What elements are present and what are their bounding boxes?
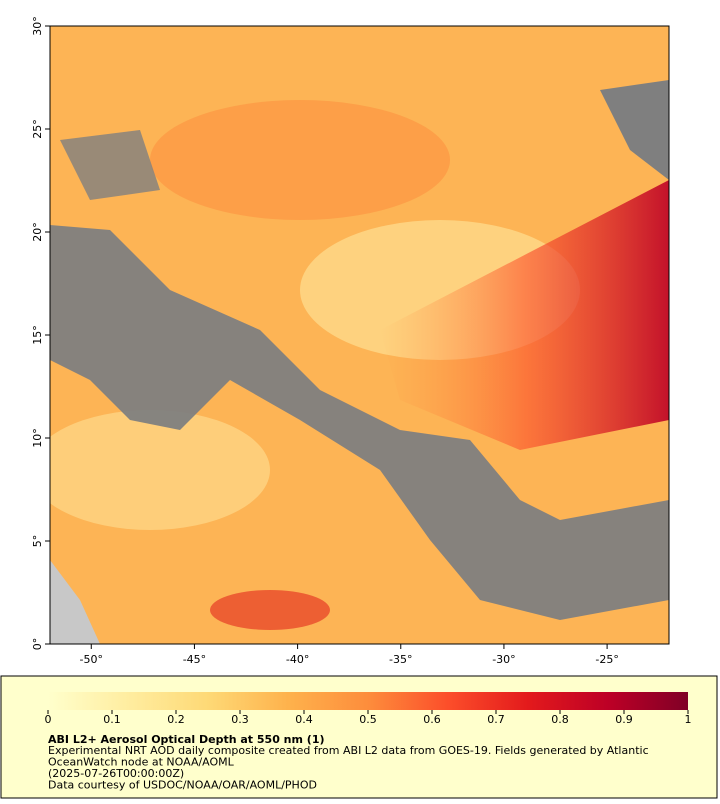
caption-line: Data courtesy of USDOC/NOAA/OAR/AOML/PHO… — [48, 779, 317, 792]
x-tick-label: -35° — [389, 653, 412, 666]
aod-image — [50, 26, 669, 644]
colorbar-tick-label: 0.5 — [359, 713, 377, 726]
colorbar — [48, 692, 688, 710]
colorbar-tick-label: 0.4 — [295, 713, 313, 726]
colorbar-tick-label: 0 — [45, 713, 52, 726]
x-tick-label: -45° — [183, 653, 206, 666]
colorbar-tick-label: 0.3 — [231, 713, 249, 726]
y-tick-label: 5° — [31, 535, 44, 548]
y-tick-label: 25° — [31, 119, 44, 139]
y-tick-label: 0° — [31, 638, 44, 651]
x-tick-label: -25° — [595, 653, 618, 666]
x-tick-label: -30° — [492, 653, 515, 666]
colorbar-tick-label: 1 — [685, 713, 692, 726]
x-tick-label: -40° — [286, 653, 309, 666]
y-tick-label: 15° — [31, 325, 44, 345]
caption-title: ABI L2+ Aerosol Optical Depth at 550 nm … — [48, 733, 325, 746]
colorbar-tick-label: 0.7 — [487, 713, 505, 726]
colorbar-tick-label: 0.8 — [551, 713, 569, 726]
colorbar-tick-label: 0.2 — [167, 713, 185, 726]
colorbar-tick-label: 0.6 — [423, 713, 441, 726]
y-tick-label: 30° — [31, 16, 44, 36]
caption-line: Experimental NRT AOD daily composite cre… — [48, 744, 649, 757]
caption-line: OceanWatch node at NOAA/AOML — [48, 756, 235, 769]
y-tick-label: 20° — [31, 222, 44, 242]
colorbar-tick-label: 0.9 — [615, 713, 633, 726]
colorbar-tick-label: 0.1 — [103, 713, 121, 726]
y-tick-label: 10° — [31, 428, 44, 448]
x-tick-label: -50° — [80, 653, 103, 666]
caption-line: (2025-07-26T00:00:00Z) — [48, 767, 184, 780]
